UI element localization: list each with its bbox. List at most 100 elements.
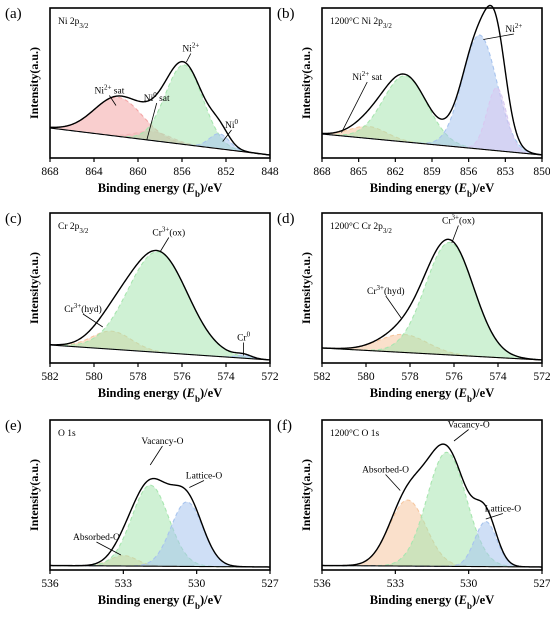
- annotation-leader: [341, 81, 368, 133]
- x-tick-label: 527: [261, 578, 279, 590]
- peak-annotation: Ni2+ sat: [94, 84, 124, 97]
- annotation-leader: [222, 129, 232, 142]
- corner-label: 1200°C Ni 2p3/2: [330, 16, 392, 30]
- x-tick-label: 574: [489, 371, 507, 383]
- panel-b: (b) 868 865 862 859 856 853 850 1200°C Ni 2p3/2 I…: [277, 4, 550, 199]
- x-tick-label: 527: [533, 578, 550, 590]
- envelope-curve: [49, 60, 271, 156]
- panel-label: (e): [5, 418, 22, 434]
- x-axis-title: Binding energy (Eb)/eV: [370, 593, 494, 611]
- corner-label: 1200°C O 1s: [330, 428, 379, 439]
- panel-label: (a): [5, 6, 22, 22]
- annotation-leader: [385, 474, 401, 491]
- annotation-leader: [453, 429, 469, 442]
- x-tick-label: 582: [313, 371, 331, 383]
- component-outline: [49, 251, 271, 361]
- component-peak: [322, 75, 542, 155]
- y-axis-title: Intensity(a.u.): [299, 47, 313, 119]
- annotation-leader: [385, 295, 402, 319]
- component-peak: [322, 242, 542, 360]
- panel-e: (e) 536 533 530 527 O 1s Intensity(a.u.) Bindin…: [5, 418, 279, 611]
- peak-annotation: Ni2+: [505, 22, 522, 35]
- x-tick-label: 533: [115, 578, 133, 590]
- component-peak: [50, 485, 270, 567]
- x-tick-label: 856: [173, 166, 191, 178]
- peak-annotation: Vacancy-O: [448, 421, 490, 431]
- x-tick-label: 576: [445, 371, 463, 383]
- x-tick-label: 852: [217, 166, 235, 178]
- annotation-leader: [159, 237, 170, 253]
- corner-label: 1200°C Cr 2p3/2: [330, 221, 392, 235]
- background-line: [321, 133, 543, 156]
- x-tick-label: 860: [129, 166, 147, 178]
- x-tick-label: 536: [41, 578, 59, 590]
- plot-frame: [321, 212, 543, 364]
- panel-a: (a) 868 864 860 856 852 848 Ni 2p3/2 Intensity(a…: [5, 6, 279, 199]
- corner-label: Ni 2p3/2: [58, 17, 89, 30]
- plot-frame: [321, 419, 543, 571]
- peak-annotation: Vacancy-O: [141, 437, 183, 447]
- peak-annotation: Ni0 sat: [144, 91, 170, 104]
- annotation-leader: [146, 102, 158, 141]
- x-tick-label: 862: [387, 166, 405, 178]
- envelope-curve: [321, 4, 543, 156]
- y-axis-title: Intensity(a.u.): [27, 47, 41, 119]
- peak-annotation: Cr3+(hyd): [64, 302, 102, 315]
- y-axis-title: Intensity(a.u.): [27, 252, 41, 324]
- component-peak: [50, 501, 270, 567]
- component-peak: [322, 87, 542, 155]
- x-axis-title: Binding energy (Eb)/eV: [370, 181, 494, 199]
- y-axis-title: Intensity(a.u.): [27, 459, 41, 531]
- peak-annotation: Cr3+(ox): [152, 226, 185, 239]
- y-axis-title: Intensity(a.u.): [299, 252, 313, 324]
- x-tick-label: 580: [85, 371, 103, 383]
- annotation-leader: [82, 313, 104, 328]
- x-tick-label: 868: [313, 166, 331, 178]
- plot-frame: [49, 7, 271, 159]
- plot-frame: [49, 212, 271, 364]
- x-tick-label: 848: [261, 166, 279, 178]
- panel-label: (b): [277, 6, 295, 22]
- envelope-curve: [321, 238, 543, 361]
- component-peak: [50, 251, 270, 360]
- peak-annotation: Ni2+: [182, 42, 199, 55]
- component-peak: [322, 452, 542, 567]
- corner-label: Cr 2p3/2: [58, 222, 89, 235]
- component-peak: [50, 97, 270, 155]
- panel-label: (f): [277, 418, 292, 434]
- peak-annotation: Ni0: [225, 118, 239, 131]
- x-tick-label: 856: [460, 166, 478, 178]
- annotation-leader: [485, 513, 504, 520]
- x-tick-label: 533: [387, 578, 405, 590]
- annotation-leader: [186, 53, 192, 63]
- x-tick-label: 865: [350, 166, 368, 178]
- panel-label: (d): [277, 211, 295, 227]
- y-axis-title: Intensity(a.u.): [299, 459, 313, 531]
- peak-annotation: Cr3+(hyd): [367, 284, 405, 297]
- envelope-curve: [49, 477, 271, 568]
- background-line: [49, 344, 271, 361]
- x-tick-label: 536: [313, 578, 331, 590]
- panel-label: (c): [5, 211, 22, 227]
- x-tick-label: 853: [497, 166, 515, 178]
- x-tick-label: 850: [533, 166, 550, 178]
- component-peak: [50, 64, 270, 155]
- x-axis-title: Binding energy (Eb)/eV: [370, 386, 494, 404]
- annotation-leader: [109, 95, 117, 106]
- x-tick-label: 576: [173, 371, 191, 383]
- panel-f: (f) 536 533 530 527 1200°C O 1s Intensity(a.u.…: [277, 418, 550, 611]
- x-tick-label: 578: [401, 371, 419, 383]
- peak-annotation: Cr0: [237, 331, 251, 344]
- annotation-leader: [451, 225, 459, 244]
- component-peak: [322, 521, 542, 567]
- panel-d: (d) 582 580 578 576 574 572 1200°C Cr 2p3/2 Inte…: [277, 211, 550, 404]
- annotation-leader: [96, 541, 122, 556]
- x-tick-label: 578: [129, 371, 147, 383]
- peak-annotation: Cr3+(ox): [442, 214, 475, 227]
- peak-annotation: Lattice-O: [186, 472, 223, 482]
- x-tick-label: 572: [533, 371, 550, 383]
- x-tick-label: 859: [423, 166, 441, 178]
- x-tick-label: 530: [460, 578, 478, 590]
- background-line: [321, 347, 543, 361]
- x-tick-label: 864: [85, 166, 103, 178]
